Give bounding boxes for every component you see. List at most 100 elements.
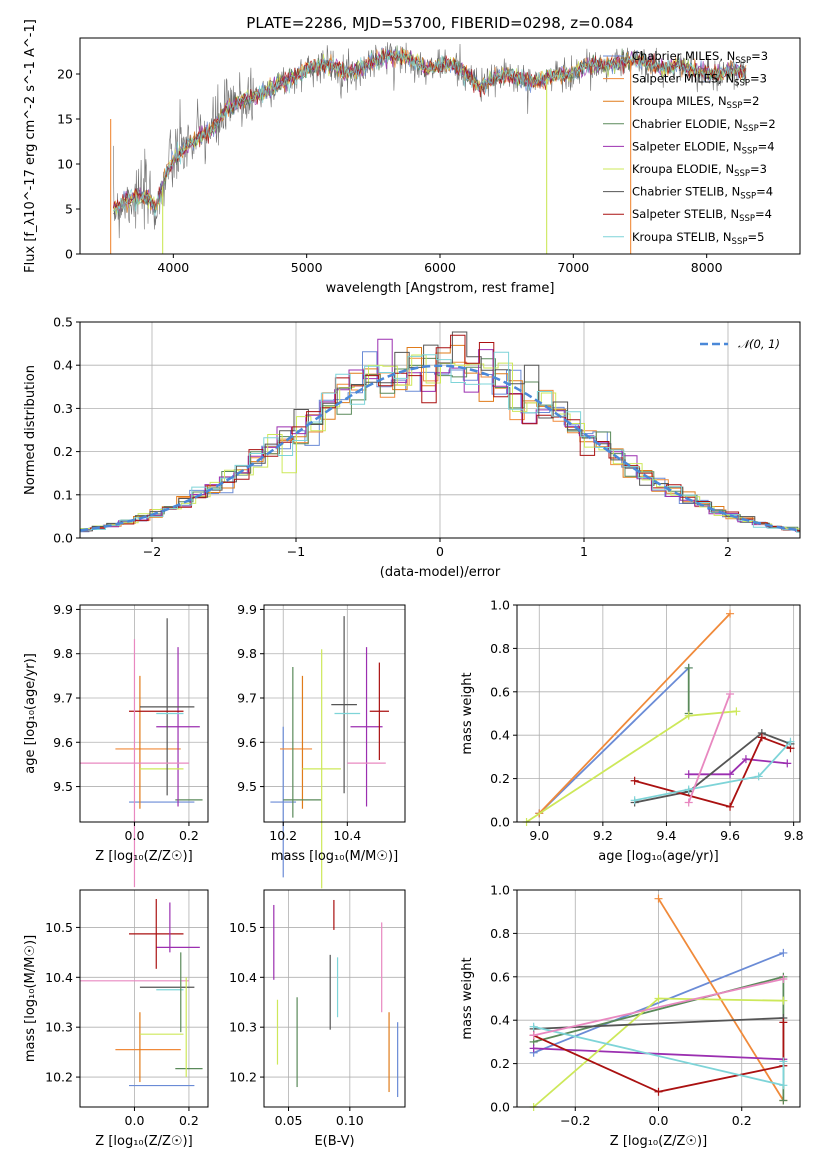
series-point — [529, 1022, 538, 1031]
series-point — [684, 663, 693, 672]
series-point — [684, 770, 693, 779]
residuals-panel: −2 −1 0 1 2 0.0 0.1 0.2 0.3 0.4 0.5 (data-model)/er… — [23, 315, 801, 580]
y-tick-label: 0.4 — [53, 358, 73, 373]
x-tick-label: −1 — [287, 544, 305, 559]
y-axis-label: age [log₁₀(age/yr)] — [23, 653, 38, 774]
axes-frame — [263, 604, 406, 823]
series-line-salpeter_elodie — [533, 1047, 784, 1061]
series-point — [757, 733, 766, 742]
y-tick-label: 20 — [57, 67, 73, 82]
figure-title: PLATE=2286, MJD=53700, FIBERID=0298, z=0… — [246, 14, 633, 32]
series-line-salpeter_stelib — [533, 1022, 785, 1093]
series-line-pink — [533, 978, 784, 1037]
series-point — [654, 1087, 663, 1096]
legend-label: Chabrier MILES, NSSP=3 — [632, 49, 768, 66]
y-tick-label: 1.0 — [490, 883, 510, 898]
axes-frame — [79, 604, 209, 823]
legend-label: Salpeter STELIB, NSSP=4 — [632, 207, 772, 224]
y-tick-label: 0.1 — [53, 487, 73, 502]
series-point — [726, 802, 735, 811]
series-line-chabrier_miles — [538, 667, 690, 814]
y-axis-label: mass weight — [460, 672, 475, 754]
y-tick-label: 10.5 — [229, 920, 257, 935]
y-tick-label: 10.4 — [45, 970, 73, 985]
histogram-kroupa_stelib — [80, 351, 800, 533]
axes-frame — [263, 889, 406, 1108]
mass_vs_ebv-panel: 0.05 0.10 10.2 10.3 10.4 10.5 E(B-V) — [229, 889, 406, 1149]
y-tick-label: 10.5 — [45, 920, 73, 935]
y-tick-label: 0.0 — [53, 531, 73, 546]
series-point — [726, 689, 735, 698]
age_vs_mass-panel: 10.2 10.4 9.5 9.6 9.7 9.8 9.9 mass [log₁₀(M/M☉)… — [237, 602, 406, 889]
x-tick-label: 9.2 — [593, 828, 613, 843]
x-tick-label: 1 — [580, 544, 588, 559]
y-tick-label: 1.0 — [490, 598, 510, 613]
y-tick-label: 0.0 — [490, 815, 510, 830]
y-tick-label: 0.8 — [490, 926, 510, 941]
y-tick-label: 9.5 — [237, 779, 257, 794]
series-point — [779, 974, 788, 983]
x-tick-label: 10.4 — [333, 828, 361, 843]
series-line-salpeter_miles — [538, 613, 731, 814]
series-point — [529, 1031, 538, 1040]
x-tick-label: 9.8 — [784, 828, 804, 843]
x-tick-label: 8000 — [691, 260, 723, 275]
y-tick-label: 15 — [57, 112, 73, 127]
spectrum-lines — [110, 42, 747, 254]
x-axis-label: age [log₁₀(age/yr)] — [598, 849, 719, 864]
x-tick-label: 7000 — [557, 260, 589, 275]
x-axis-label: mass [log₁₀(M/M☉)] — [271, 849, 398, 864]
series-point — [684, 711, 693, 720]
series-point — [786, 737, 795, 746]
legend-label: Chabrier ELODIE, NSSP=2 — [632, 117, 776, 134]
series-line-kroupa_elodie — [526, 710, 737, 823]
legend-label: Salpeter ELODIE, NSSP=4 — [632, 139, 775, 156]
x-axis-label: E(B-V) — [314, 1134, 354, 1149]
legend-label: Kroupa STELIB, NSSP=5 — [632, 230, 764, 247]
y-tick-label: 0.6 — [490, 684, 510, 699]
x-tick-label: 5000 — [291, 260, 323, 275]
y-tick-label: 9.7 — [53, 691, 73, 706]
normal-curve — [80, 364, 800, 532]
series-point — [779, 1018, 788, 1027]
x-axis-label: Z [log₁₀(Z/Z☉)] — [95, 1134, 192, 1149]
y-tick-label: 9.5 — [53, 779, 73, 794]
y-tick-label: 9.6 — [237, 735, 257, 750]
x-tick-label: 9.6 — [720, 828, 740, 843]
series-point — [779, 1057, 788, 1066]
series-point — [630, 776, 639, 785]
y-tick-label: 10.4 — [229, 970, 257, 985]
axes-frame — [516, 604, 801, 823]
y-tick-label: 0.0 — [490, 1100, 510, 1115]
histogram-kroupa_elodie — [80, 354, 800, 532]
model-spectrum-kroupa_stelib — [113, 49, 747, 217]
series-line-chabrier_stelib — [533, 1017, 784, 1030]
x-tick-label: 0.0 — [125, 1113, 145, 1128]
x-tick-label: 4000 — [157, 260, 189, 275]
series-point — [726, 770, 735, 779]
y-tick-label: 0.2 — [490, 771, 510, 786]
series-point — [684, 785, 693, 794]
x-tick-label: 2 — [724, 544, 732, 559]
y-tick-label: 9.8 — [237, 646, 257, 661]
y-tick-label: 10.3 — [45, 1020, 73, 1035]
x-tick-label: −2 — [143, 544, 161, 559]
y-tick-label: 0.3 — [53, 401, 73, 416]
x-tick-label: 0.05 — [275, 1113, 303, 1128]
y-axis-label: mass weight — [460, 957, 475, 1039]
age_vs_Z-panel: 0.0 0.2 9.5 9.6 9.7 9.8 9.9 Z [log₁₀(Z/Z☉)] age … — [23, 602, 209, 888]
y-tick-label: 9.8 — [53, 646, 73, 661]
y-tick-label: 5 — [65, 202, 73, 217]
mass_vs_Z-panel: 0.0 0.2 10.2 10.3 10.4 10.5 Z [log₁₀(Z/Z☉)] mas… — [23, 889, 209, 1149]
y-tick-label: 0.4 — [490, 728, 510, 743]
y-tick-label: 0.5 — [53, 315, 73, 330]
x-tick-label: 0.2 — [179, 828, 199, 843]
series-point — [684, 798, 693, 807]
x-tick-label: 0 — [436, 544, 444, 559]
series-point — [630, 796, 639, 805]
spectrum-panel: 4000 5000 6000 7000 8000 0 5 10 15 20 wavelength [… — [23, 19, 801, 296]
x-axis-label: Z [log₁₀(Z/Z☉)] — [95, 849, 192, 864]
legend-label: Chabrier STELIB, NSSP=4 — [632, 185, 773, 202]
y-axis-label: Normed distribution — [23, 365, 38, 495]
